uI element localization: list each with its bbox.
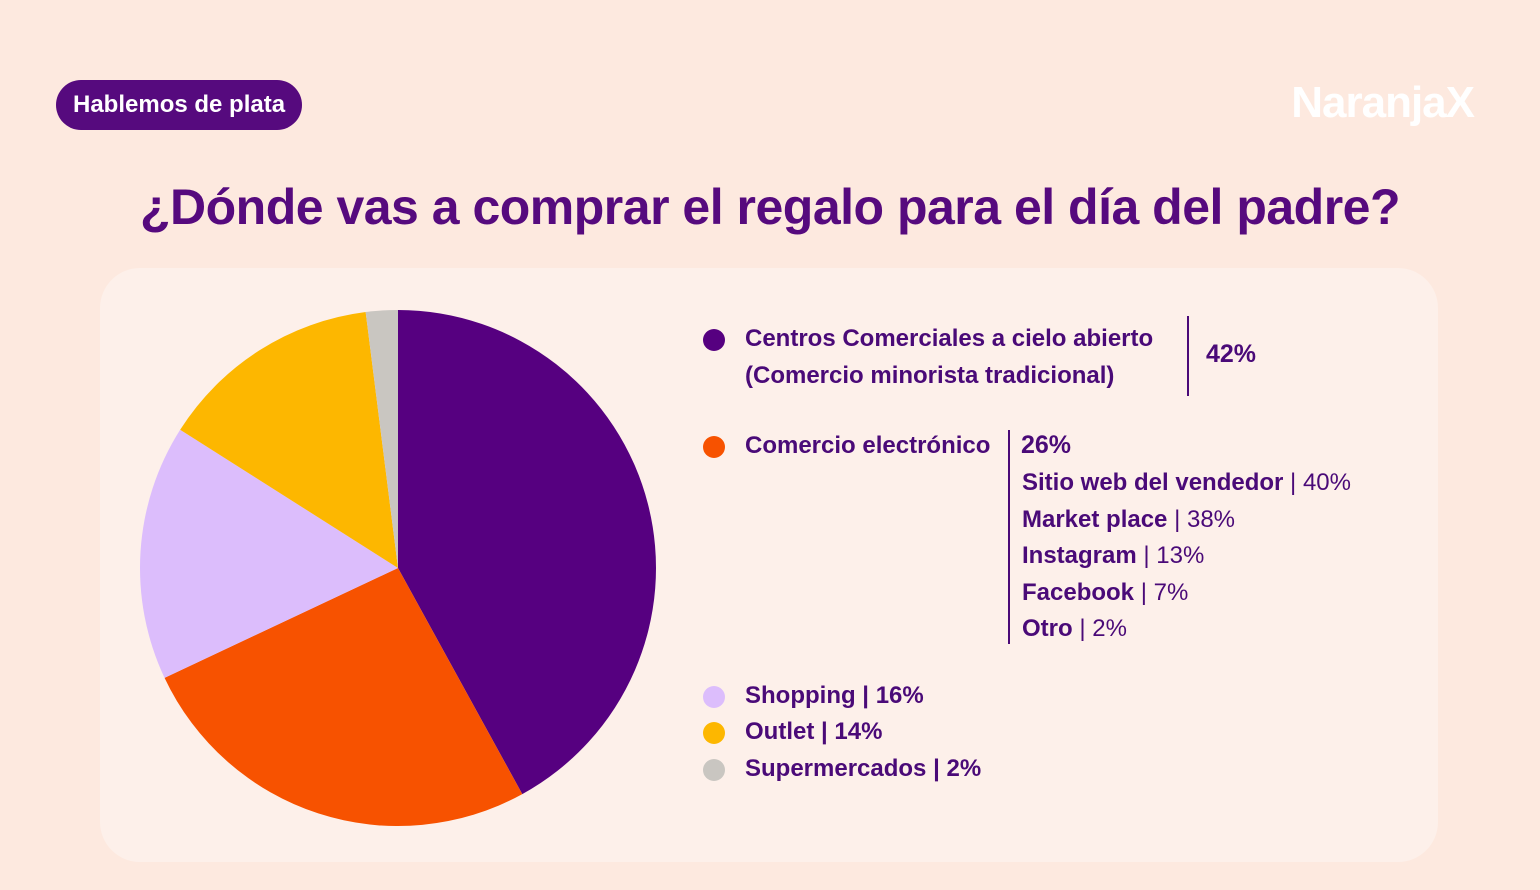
legend-label-shopping: Shopping | 16% <box>745 682 924 709</box>
pie-slice-2 <box>139 429 398 678</box>
badge-label: Hablemos de plata <box>73 91 286 118</box>
pie-slice-3 <box>180 312 398 568</box>
pie-slice-1 <box>164 568 523 827</box>
sub-item-value: 7% <box>1153 579 1189 606</box>
legend-text-outlet: Outlet <box>745 718 815 745</box>
sub-item-separator: | <box>1079 615 1086 642</box>
sub-item-label: Otro <box>1022 615 1073 642</box>
pie-slice-0 <box>398 310 657 795</box>
sub-item-label: Facebook <box>1022 579 1135 606</box>
pie-slice-4 <box>365 310 398 568</box>
legend-label-centros-line1: Centros Comerciales a cielo abierto <box>745 325 1154 352</box>
legend-label-supermercados: Supermercados | 2% <box>745 755 982 782</box>
sub-item-separator: | <box>1290 469 1297 496</box>
brand-logo: NaranjaX <box>1291 78 1475 127</box>
legend-dot-centros <box>703 329 725 351</box>
sub-item-label: Sitio web del vendedor <box>1022 469 1284 496</box>
legend-label-comercio: Comercio electrónico <box>745 432 991 459</box>
legend-dot-shopping <box>703 686 725 708</box>
category-badge: Hablemos de plata <box>56 80 303 130</box>
legend-text-supermercados: Supermercados <box>745 755 927 782</box>
legend-pct-shopping: 16% <box>875 682 924 709</box>
legend-pct-centros: 42% <box>1206 340 1257 368</box>
legend-dot-supermercados <box>703 759 725 781</box>
pie-chart <box>139 310 657 827</box>
legend-divider-centros <box>1187 316 1189 396</box>
sub-item-label: Instagram <box>1022 542 1137 569</box>
sub-item-separator: | <box>1143 542 1150 569</box>
legend-divider-comercio <box>1008 430 1010 644</box>
sub-item: Facebook | 7% <box>1022 579 1188 607</box>
legend-pct-outlet: 14% <box>834 718 883 745</box>
legend-dot-comercio <box>703 436 725 458</box>
sub-item: Market place | 38% <box>1022 506 1235 534</box>
sub-item-value: 38% <box>1186 506 1236 533</box>
sub-item: Otro | 2% <box>1022 615 1127 643</box>
sub-item-label: Market place <box>1022 506 1168 533</box>
legend-pct-comercio: 26% <box>1021 431 1072 459</box>
legend-label-outlet: Outlet | 14% <box>745 718 883 745</box>
legend-text-shopping: Shopping <box>745 682 856 709</box>
legend-pct-supermercados: 2% <box>946 755 982 782</box>
sub-item: Sitio web del vendedor | 40% <box>1022 469 1351 497</box>
sub-item-separator: | <box>1140 579 1147 606</box>
sub-item-separator: | <box>1174 506 1181 533</box>
sub-item-value: 2% <box>1092 615 1127 642</box>
legend-label-centros-line2: (Comercio minorista tradicional) <box>745 362 1115 389</box>
page-title: ¿Dónde vas a comprar el regalo para el d… <box>139 179 1401 235</box>
legend-dot-outlet <box>703 722 725 744</box>
sub-item: Instagram | 13% <box>1022 542 1204 570</box>
sub-item-value: 40% <box>1302 469 1351 496</box>
sub-item-value: 13% <box>1156 542 1205 569</box>
